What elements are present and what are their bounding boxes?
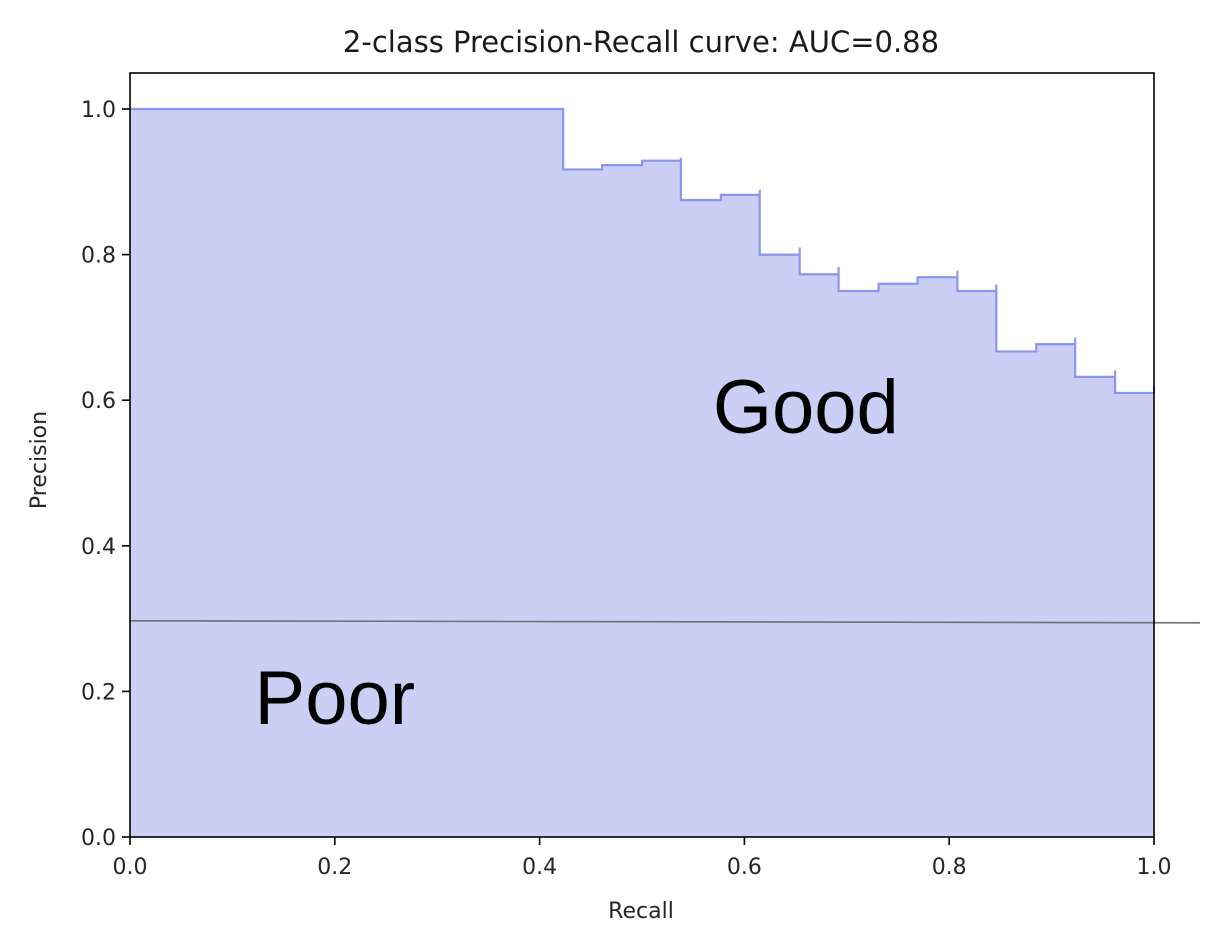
annotation-good-label: Good [713, 365, 899, 450]
plot-frame [129, 72, 1155, 838]
y-tick-label: 0.2 [81, 680, 116, 705]
baseline-line [129, 619, 1201, 624]
annotation-poor-label: Poor [255, 656, 416, 741]
x-tick-label: 0.0 [113, 855, 148, 880]
y-tick-label: 1.0 [81, 98, 116, 123]
x-axis-title: Recall [608, 899, 674, 924]
x-tick-label: 0.2 [317, 855, 352, 880]
x-tick-label: 0.4 [522, 855, 557, 880]
pr-step-curve [130, 107, 1156, 395]
y-tick-label: 0.0 [81, 826, 116, 851]
chart-title: 2-class Precision-Recall curve: AUC=0.88 [343, 25, 939, 59]
x-tick-label: 0.6 [727, 855, 762, 880]
x-tick-label: 0.8 [932, 855, 967, 880]
pr-area-fill [130, 109, 1154, 837]
y-tick-label: 0.8 [81, 244, 116, 269]
y-tick-label: 0.6 [81, 389, 116, 414]
y-tick-label: 0.4 [81, 535, 116, 560]
plot-area: 0.0 0.2 0.4 0.6 0.8 1.0 0.0 0.2 0.4 0.6 0.8 1.0 Good… [81, 72, 1201, 880]
x-tick-label: 1.0 [1137, 855, 1172, 880]
y-axis-title: Precision [27, 411, 52, 509]
